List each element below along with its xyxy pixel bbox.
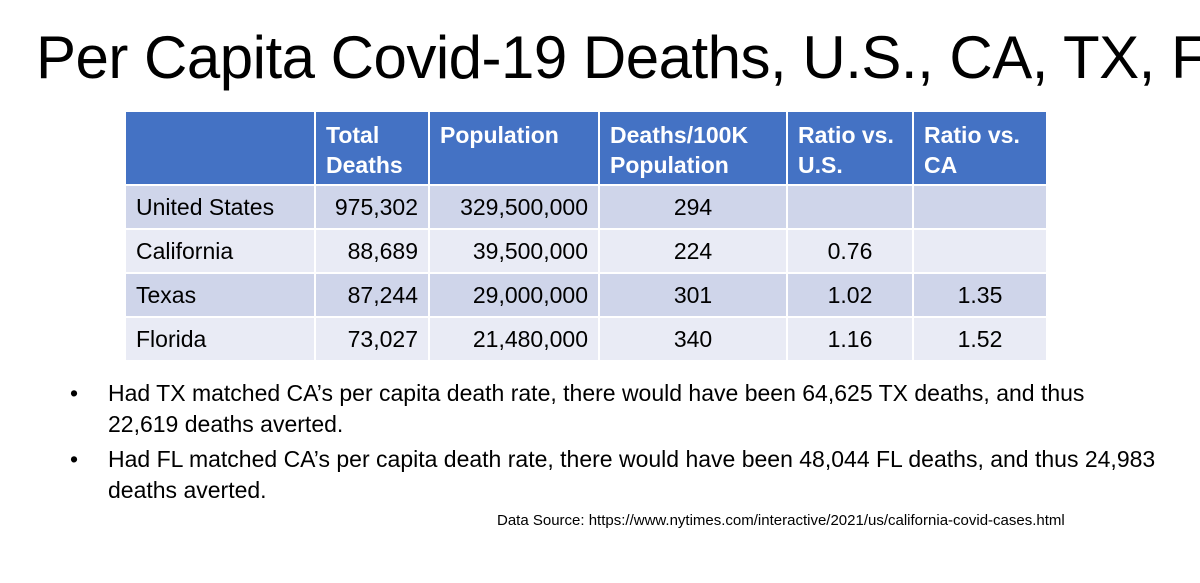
- header-total-deaths: Total Deaths: [314, 110, 430, 186]
- bullet-text: Had FL matched CA’s per capita death rat…: [108, 446, 1156, 503]
- list-item: • Had FL matched CA’s per capita death r…: [68, 444, 1158, 506]
- row-label: California: [124, 228, 316, 274]
- table-header-row: Total Deaths Population Deaths/100K Popu…: [124, 110, 1048, 186]
- total-deaths-cell: 975,302: [314, 184, 430, 230]
- ratio-us-cell: [786, 184, 914, 230]
- deaths-per-100k-cell: 340: [598, 316, 788, 362]
- header-ratio-us: Ratio vs. U.S.: [786, 110, 914, 186]
- bullet-icon: •: [70, 446, 79, 472]
- row-label: Texas: [124, 272, 316, 318]
- ratio-us-cell: 1.16: [786, 316, 914, 362]
- header-ratio-ca: Ratio vs. CA: [912, 110, 1048, 186]
- page-title: Per Capita Covid-19 Deaths, U.S., CA, TX…: [36, 24, 1200, 91]
- header-population: Population: [428, 110, 600, 186]
- ratio-ca-cell: [912, 184, 1048, 230]
- table-row: Florida 73,027 21,480,000 340 1.16 1.52: [124, 316, 1048, 362]
- population-cell: 39,500,000: [428, 228, 600, 274]
- bullet-text: Had TX matched CA’s per capita death rat…: [108, 380, 1085, 437]
- table-row: Texas 87,244 29,000,000 301 1.02 1.35: [124, 272, 1048, 318]
- ratio-ca-cell: 1.52: [912, 316, 1048, 362]
- population-cell: 29,000,000: [428, 272, 600, 318]
- population-cell: 21,480,000: [428, 316, 600, 362]
- row-label: United States: [124, 184, 316, 230]
- row-label: Florida: [124, 316, 316, 362]
- data-source-note: Data Source: https://www.nytimes.com/int…: [497, 512, 1065, 529]
- deaths-per-100k-cell: 301: [598, 272, 788, 318]
- total-deaths-cell: 87,244: [314, 272, 430, 318]
- bullet-icon: •: [70, 380, 79, 406]
- ratio-ca-cell: [912, 228, 1048, 274]
- header-deaths-per-100k: Deaths/100K Population: [598, 110, 788, 186]
- deaths-per-100k-cell: 294: [598, 184, 788, 230]
- deaths-table: Total Deaths Population Deaths/100K Popu…: [124, 110, 1048, 362]
- header-cell-empty: [124, 110, 316, 186]
- ratio-ca-cell: 1.35: [912, 272, 1048, 318]
- list-item: • Had TX matched CA’s per capita death r…: [68, 378, 1158, 440]
- ratio-us-cell: 0.76: [786, 228, 914, 274]
- bullet-list: • Had TX matched CA’s per capita death r…: [68, 378, 1158, 510]
- population-cell: 329,500,000: [428, 184, 600, 230]
- table-row: California 88,689 39,500,000 224 0.76: [124, 228, 1048, 274]
- ratio-us-cell: 1.02: [786, 272, 914, 318]
- table-row: United States 975,302 329,500,000 294: [124, 184, 1048, 230]
- total-deaths-cell: 73,027: [314, 316, 430, 362]
- deaths-per-100k-cell: 224: [598, 228, 788, 274]
- total-deaths-cell: 88,689: [314, 228, 430, 274]
